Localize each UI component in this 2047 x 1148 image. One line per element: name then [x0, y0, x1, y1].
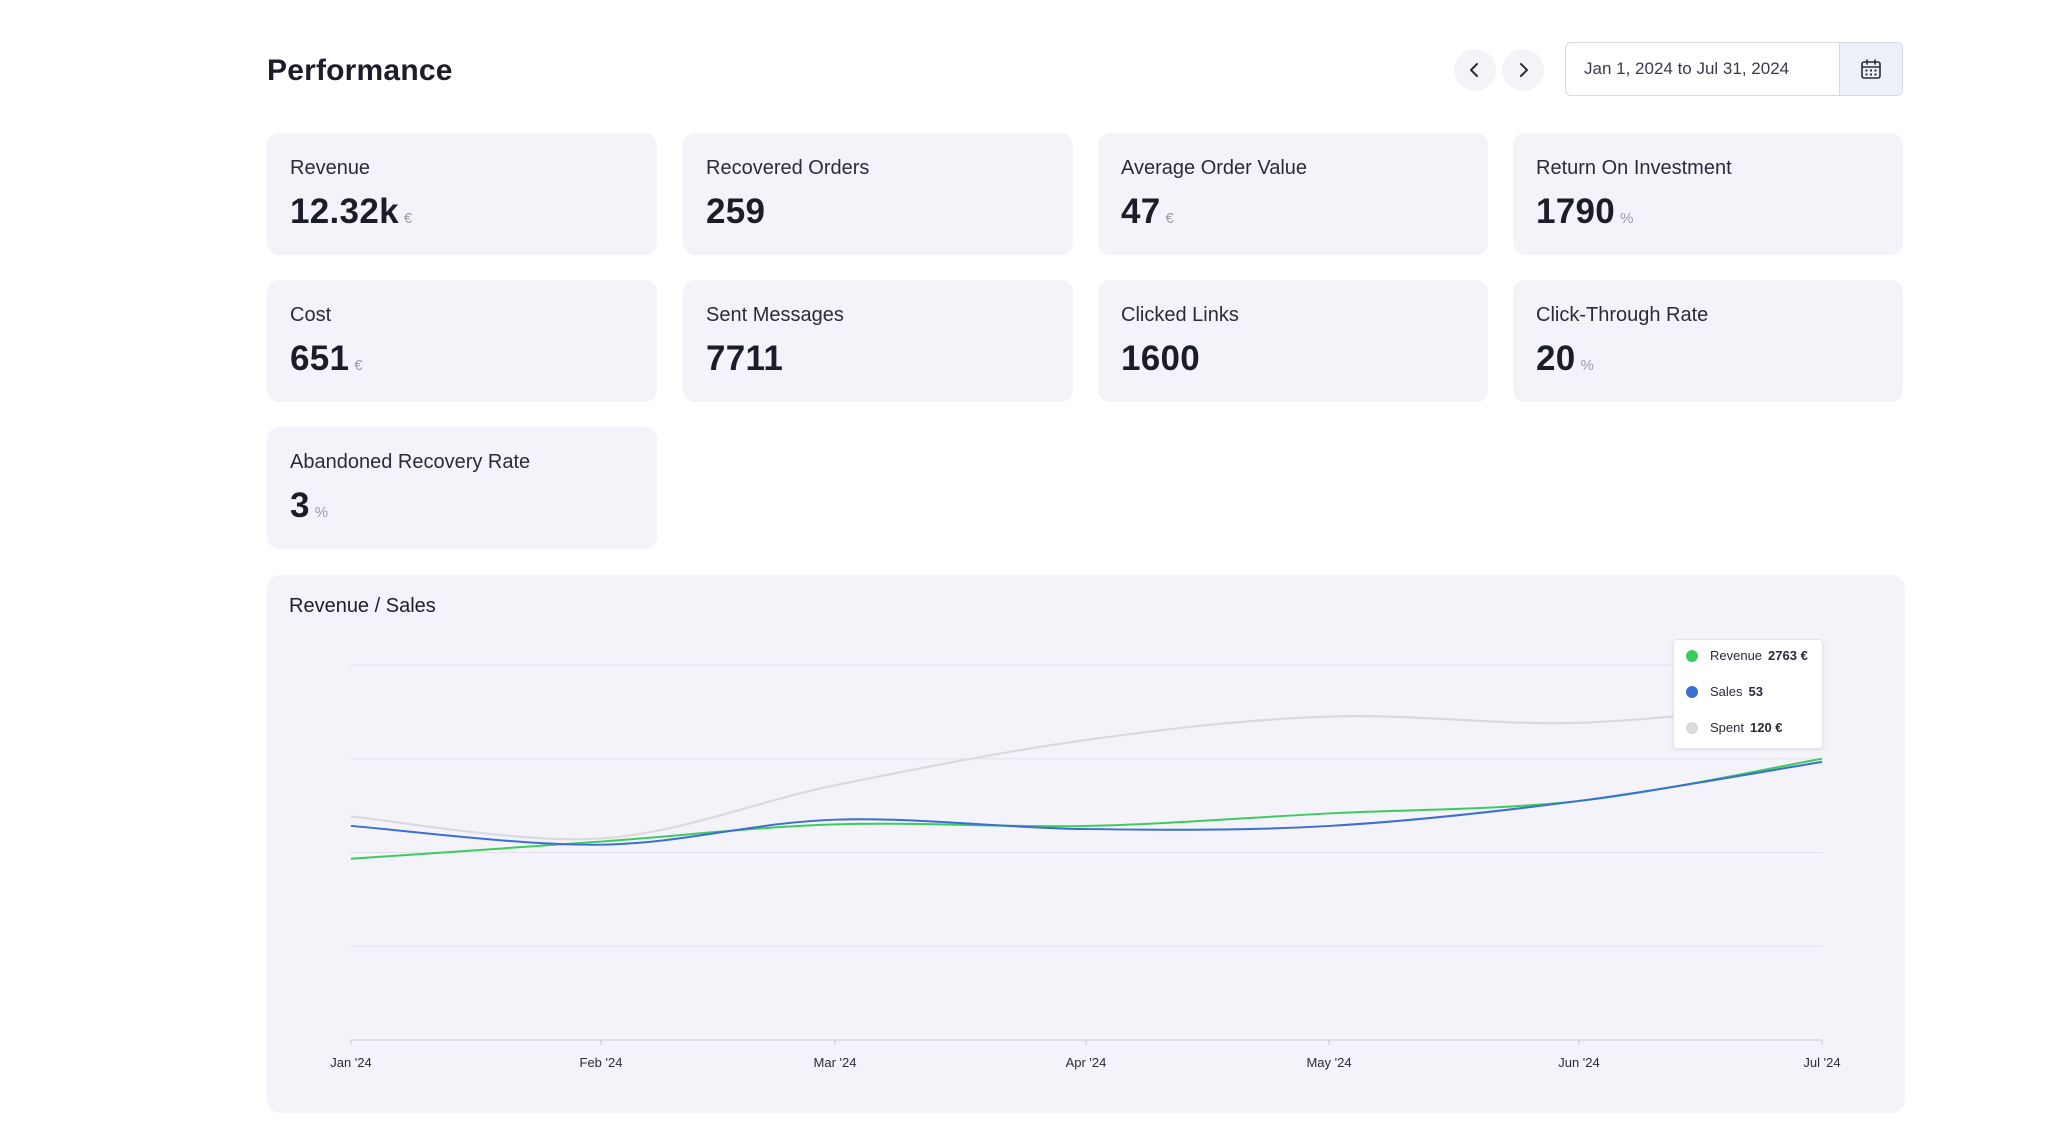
metric-label: Clicked Links	[1121, 304, 1239, 326]
metric-card-recovered-orders: Recovered Orders 259	[683, 133, 1073, 255]
metric-card-abandoned-recovery-rate: Abandoned Recovery Rate 3%	[267, 427, 657, 549]
date-range-text[interactable]: Jan 1, 2024 to Jul 31, 2024	[1584, 59, 1790, 78]
tooltip-row-sales: Sales 53	[1686, 684, 1763, 699]
metric-label: Average Order Value	[1121, 157, 1308, 179]
metric-value: 651	[290, 339, 350, 378]
metric-value: 12.32k	[290, 192, 399, 231]
x-tick-label: Jun '24	[1558, 1055, 1600, 1070]
metric-value: 7711	[706, 339, 784, 378]
series-line-spent	[350, 699, 1823, 841]
chevron-right-icon	[1520, 63, 1528, 77]
tooltip-label: Revenue	[1710, 648, 1763, 663]
next-period-button[interactable]	[1502, 49, 1544, 91]
metric-label: Cost	[290, 304, 332, 326]
calendar-button[interactable]	[1839, 43, 1902, 95]
chart-tooltip: Revenue 2763 € Sales 53 Spent 120 €	[1673, 639, 1823, 749]
metric-value: 3	[290, 486, 310, 525]
tooltip-value: 53	[1748, 684, 1763, 699]
metric-unit: €	[403, 210, 413, 227]
x-tick-label: Mar '24	[814, 1055, 857, 1070]
metric-card-sent-messages: Sent Messages 7711	[683, 280, 1073, 402]
chevron-left-icon	[1470, 63, 1478, 77]
page-title: Performance	[267, 54, 453, 87]
x-tick-label: Jan '24	[330, 1055, 372, 1070]
metric-card-click-through-rate: Click-Through Rate 20%	[1513, 280, 1903, 402]
metric-value: 1600	[1121, 339, 1201, 378]
revenue-sales-chart-card: Revenue / Sales Jan '24 Feb '24 Mar '24 Apr…	[267, 575, 1905, 1113]
metric-label: Sent Messages	[706, 304, 844, 326]
tooltip-row-spent: Spent 120 €	[1686, 720, 1783, 735]
metric-card-clicked-links: Clicked Links 1600	[1098, 280, 1488, 402]
metric-card-roi: Return On Investment 1790%	[1513, 133, 1903, 255]
metric-label: Recovered Orders	[706, 157, 870, 179]
x-tick-label: Feb '24	[580, 1055, 623, 1070]
metric-card-cost: Cost 651 €	[267, 280, 657, 402]
metric-unit: €	[354, 357, 363, 374]
revenue-sales-chart: Jan '24 Feb '24 Mar '24 Apr '24 May '24 Jun '…	[330, 664, 1841, 1070]
metric-value: 1790	[1536, 192, 1616, 231]
metric-value: 20	[1536, 339, 1576, 378]
metric-card-revenue: Revenue 12.32k €	[267, 133, 657, 255]
metric-label: Return On Investment	[1536, 157, 1732, 179]
metric-card-average-order-value: Average Order Value 47 €	[1098, 133, 1488, 255]
metric-label: Abandoned Recovery Rate	[290, 451, 531, 473]
metric-label: Revenue	[290, 157, 371, 179]
metric-label: Click-Through Rate	[1536, 304, 1709, 326]
tooltip-value: 120 €	[1749, 720, 1783, 735]
calendar-icon	[1861, 59, 1881, 79]
metric-unit: %	[314, 504, 329, 521]
metric-value: 47	[1121, 192, 1161, 231]
prev-period-button[interactable]	[1454, 49, 1496, 91]
metric-value: 259	[706, 192, 766, 231]
page-header: Performance Jan 1, 2024 to Jul 31, 2024	[267, 42, 1905, 98]
sales-dot-icon	[1686, 685, 1698, 698]
metric-unit: %	[1580, 357, 1594, 374]
x-tick-label: Apr '24	[1066, 1055, 1107, 1070]
tooltip-label: Sales	[1710, 684, 1743, 699]
tooltip-label: Spent	[1710, 720, 1744, 735]
chart-title: Revenue / Sales	[289, 595, 436, 617]
metric-unit: %	[1620, 210, 1634, 227]
date-range-picker[interactable]: Jan 1, 2024 to Jul 31, 2024	[1565, 42, 1903, 96]
metric-unit: €	[1165, 210, 1174, 227]
x-tick-label: Jul '24	[1803, 1055, 1840, 1070]
tooltip-row-revenue: Revenue 2763 €	[1686, 648, 1808, 663]
series-line-sales	[350, 760, 1823, 846]
spent-dot-icon	[1686, 721, 1698, 734]
x-tick-label: May '24	[1306, 1055, 1351, 1070]
revenue-dot-icon	[1686, 649, 1698, 662]
tooltip-value: 2763 €	[1768, 648, 1808, 663]
